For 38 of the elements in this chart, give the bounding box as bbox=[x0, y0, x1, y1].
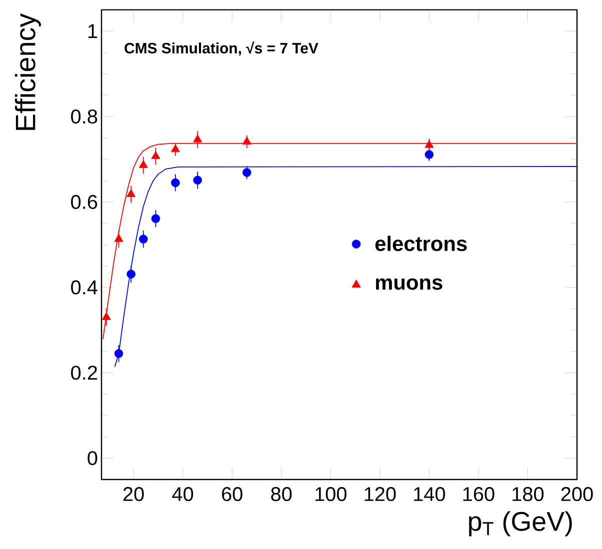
x-tick-label: 160 bbox=[463, 487, 494, 502]
y-tick-label: 1 bbox=[88, 24, 98, 38]
x-tick-label: 200 bbox=[561, 487, 593, 502]
point bbox=[424, 150, 434, 159]
x-tick-label: 40 bbox=[172, 487, 194, 502]
x-tick-label: 180 bbox=[512, 487, 544, 502]
x-tick-label: 20 bbox=[123, 487, 144, 502]
point bbox=[102, 312, 111, 320]
point bbox=[242, 168, 252, 177]
y-tick-label: 0.2 bbox=[71, 366, 97, 380]
x-tick-label: 100 bbox=[316, 487, 346, 502]
y-tick-label: 0.6 bbox=[71, 194, 98, 209]
point bbox=[193, 134, 202, 142]
legend-label: electrons bbox=[375, 236, 467, 252]
point bbox=[114, 349, 124, 358]
point bbox=[171, 178, 180, 188]
x-tick-label: 60 bbox=[222, 487, 242, 502]
point bbox=[126, 189, 136, 197]
x-axis-title: p$_{T}$ (GeV) bbox=[469, 511, 572, 536]
point bbox=[151, 151, 160, 159]
y-tick-label: 0.8 bbox=[71, 110, 98, 124]
annotation: CMS Simulation, √s = 7 TeV bbox=[124, 42, 318, 56]
y-axis-title: Efficiency bbox=[14, 13, 41, 130]
point bbox=[151, 214, 160, 223]
x-tick-label: 140 bbox=[414, 487, 446, 502]
y-tick-label: 0.4 bbox=[71, 280, 98, 294]
legend-label: muons bbox=[376, 278, 442, 290]
x-tick-label: 120 bbox=[364, 487, 396, 502]
y-tick-label: 0 bbox=[88, 451, 98, 466]
x-tick-label: 80 bbox=[271, 487, 292, 502]
point bbox=[114, 234, 124, 242]
point bbox=[138, 160, 148, 168]
point bbox=[424, 140, 434, 148]
point bbox=[139, 234, 148, 244]
line-series bbox=[114, 166, 578, 368]
point bbox=[170, 144, 180, 152]
point bbox=[126, 270, 136, 278]
point bbox=[193, 176, 202, 185]
